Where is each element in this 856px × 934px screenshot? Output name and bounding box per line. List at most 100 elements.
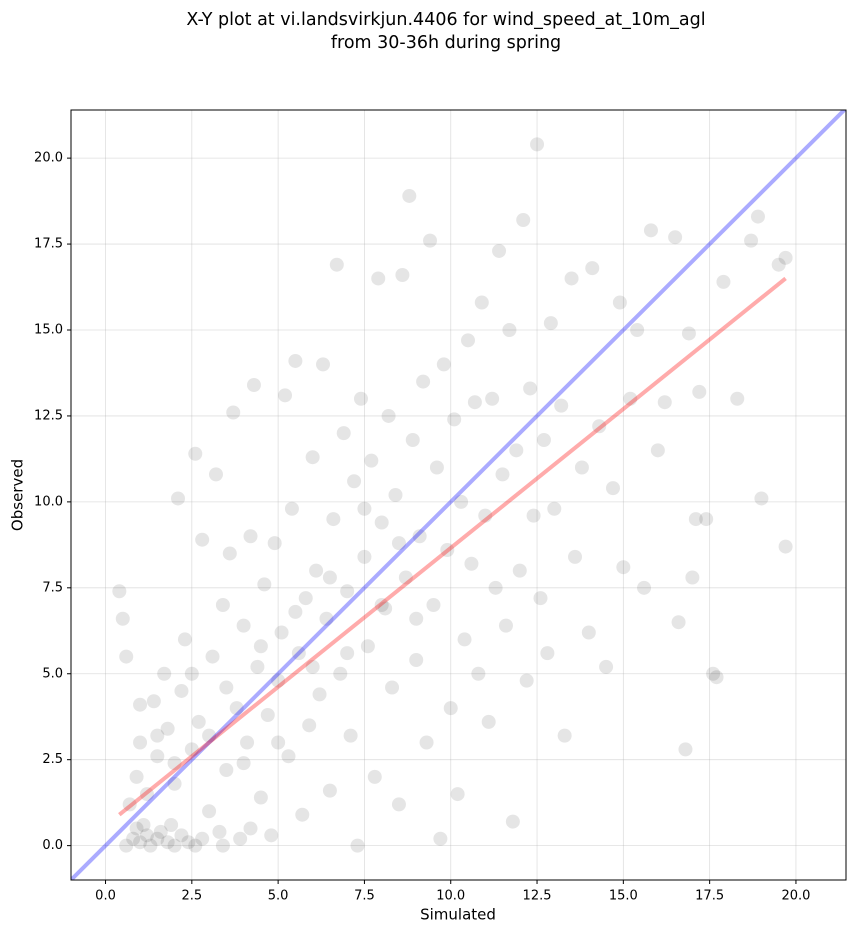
scatter-point — [488, 580, 503, 595]
scatter-point — [119, 649, 134, 664]
scatter-point — [716, 274, 731, 289]
scatter-point — [429, 460, 444, 475]
scatter-point — [616, 560, 631, 575]
scatter-point — [657, 395, 672, 410]
scatter-point — [271, 735, 286, 750]
scatter-point — [605, 481, 620, 496]
scatter-point — [284, 501, 299, 516]
x-axis-label: Simulated — [420, 906, 496, 924]
scatter-point — [233, 831, 248, 846]
scatter-point — [543, 316, 558, 331]
scatter-point — [333, 666, 348, 681]
scatter-point — [668, 230, 683, 245]
scatter-point — [174, 828, 189, 843]
scatter-point — [322, 570, 337, 585]
scatter-point — [385, 680, 400, 695]
scatter-point — [391, 536, 406, 551]
scatter-point — [395, 268, 410, 282]
scatter-point — [498, 618, 513, 633]
scatter-point — [343, 728, 358, 743]
scatter-point — [450, 787, 465, 802]
scatter-point — [202, 804, 217, 819]
x-tick-label: 0.0 — [95, 889, 116, 904]
scatter-point — [457, 632, 472, 647]
scatter-point — [312, 687, 327, 702]
fit-line — [118, 276, 787, 817]
scatter-point — [160, 835, 175, 850]
scatter-point — [326, 512, 341, 527]
scatter-point — [164, 818, 179, 832]
scatter-point — [592, 419, 607, 434]
scatter-point — [340, 646, 355, 661]
scatter-point — [557, 728, 572, 743]
scatter-point — [288, 604, 303, 619]
scatter-point — [540, 646, 555, 661]
scatter-point — [236, 618, 251, 633]
scatter-point — [167, 776, 182, 791]
scatter-point — [612, 295, 627, 310]
scatter-point — [240, 735, 255, 750]
scatter-point — [119, 838, 134, 853]
scatter-point — [454, 494, 469, 509]
scatter-point — [281, 749, 296, 764]
x-tick-label: 2.5 — [181, 889, 202, 904]
scatter-point — [253, 639, 268, 654]
scatter-point — [495, 467, 510, 482]
scatter-point — [371, 271, 386, 286]
scatter-point — [126, 831, 141, 846]
scatter-point — [381, 408, 396, 423]
scatter-point — [744, 233, 759, 248]
scatter-point — [350, 838, 365, 853]
scatter-point — [536, 433, 551, 447]
scatter-point — [133, 697, 148, 712]
y-tick-label: 17.5 — [34, 237, 63, 252]
scatter-point — [139, 787, 154, 802]
scatter-point — [215, 838, 230, 853]
y-tick-label: 10.0 — [34, 494, 63, 509]
scatter-point — [699, 512, 714, 527]
scatter-point — [302, 718, 317, 733]
scatter-point — [205, 649, 220, 664]
scatter-point — [215, 598, 230, 612]
scatter-point — [478, 508, 493, 523]
scatter-point — [305, 450, 320, 465]
scatter-point — [177, 632, 192, 647]
scatter-point — [219, 680, 234, 695]
scatter-point — [685, 570, 700, 585]
scatter-point — [471, 666, 486, 681]
scatter-point — [336, 426, 351, 441]
scatter-point — [526, 508, 541, 523]
scatter-point — [402, 188, 417, 203]
scatter-point — [129, 821, 144, 836]
scatter-point — [143, 838, 158, 853]
y-tick-label: 0.0 — [42, 838, 63, 853]
scatter-point — [171, 491, 186, 506]
scatter-point — [167, 756, 182, 771]
scatter-point — [340, 584, 355, 599]
scatter-point — [167, 838, 182, 853]
scatter-point — [464, 556, 479, 571]
scatter-point — [360, 639, 375, 654]
scatter-point — [447, 412, 462, 427]
scatter-point — [692, 384, 707, 399]
scatter-point — [188, 838, 203, 853]
scatter-point — [374, 598, 389, 612]
scatter-point — [208, 467, 223, 482]
scatter-point — [271, 673, 286, 688]
scatter-point — [146, 694, 161, 709]
scatter-point — [236, 756, 251, 771]
scatter-point — [202, 728, 217, 743]
scatter-point — [554, 398, 569, 413]
scatter-point — [426, 598, 441, 612]
y-tick-label: 12.5 — [34, 408, 63, 423]
scatter-point — [374, 515, 389, 530]
scatter-point — [564, 271, 579, 286]
axes-frame — [70, 109, 847, 881]
scatter-point — [195, 532, 210, 547]
scatter-point — [274, 625, 289, 640]
scatter-point — [650, 443, 665, 458]
scatter-point — [637, 580, 652, 595]
scatter-point — [688, 512, 703, 527]
scatter-point — [219, 763, 234, 777]
